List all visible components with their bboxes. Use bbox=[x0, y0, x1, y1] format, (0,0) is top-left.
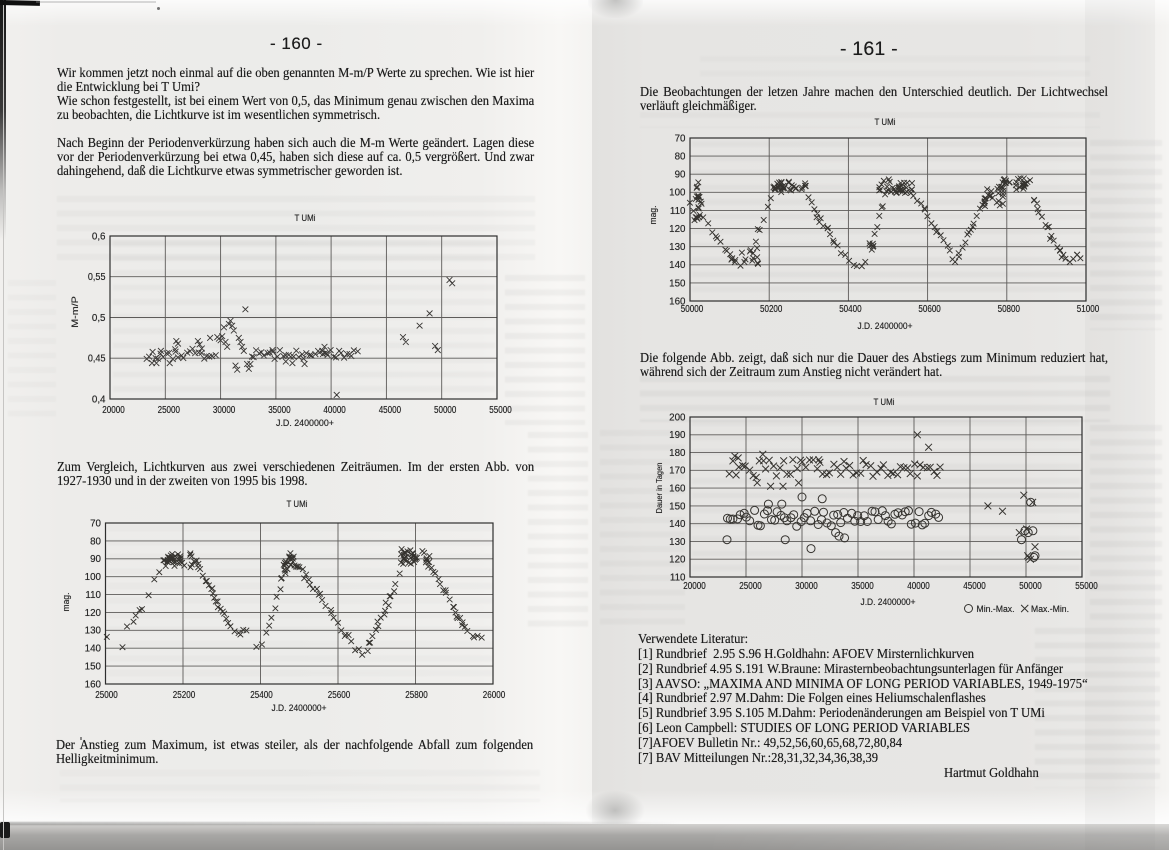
svg-text:35000: 35000 bbox=[268, 405, 291, 416]
svg-text:160: 160 bbox=[669, 296, 686, 307]
svg-text:50000: 50000 bbox=[1019, 581, 1042, 592]
svg-text:160: 160 bbox=[669, 484, 686, 495]
svg-text:200: 200 bbox=[669, 412, 686, 423]
svg-text:40000: 40000 bbox=[907, 581, 930, 592]
svg-text:30000: 30000 bbox=[213, 405, 236, 416]
svg-text:120: 120 bbox=[669, 224, 686, 235]
svg-text:Dauer in Tagen: Dauer in Tagen bbox=[654, 462, 664, 513]
svg-text:140: 140 bbox=[669, 519, 686, 530]
svg-text:25800: 25800 bbox=[405, 690, 428, 701]
svg-text:140: 140 bbox=[85, 644, 102, 655]
svg-text:55000: 55000 bbox=[1075, 581, 1098, 592]
svg-text:0,4: 0,4 bbox=[92, 394, 106, 405]
svg-text:J.D. 2400000+: J.D. 2400000+ bbox=[858, 321, 913, 331]
svg-text:Min.-Max.: Min.-Max. bbox=[977, 604, 1015, 614]
svg-text:0,45: 0,45 bbox=[88, 354, 106, 365]
svg-text:30000: 30000 bbox=[795, 581, 818, 592]
svg-text:50400: 50400 bbox=[839, 304, 862, 315]
svg-text:150: 150 bbox=[85, 662, 102, 673]
svg-text:50000: 50000 bbox=[681, 304, 704, 315]
svg-text:Max.-Min.: Max.-Min. bbox=[1031, 604, 1069, 614]
svg-text:70: 70 bbox=[675, 133, 686, 144]
svg-text:M-m/P: M-m/P bbox=[69, 296, 80, 328]
svg-text:130: 130 bbox=[669, 537, 686, 548]
svg-text:51000: 51000 bbox=[1077, 304, 1100, 315]
svg-text:T UMi: T UMi bbox=[295, 213, 316, 223]
svg-text:mag.: mag. bbox=[61, 593, 71, 612]
svg-text:110: 110 bbox=[670, 206, 686, 217]
svg-text:0,5: 0,5 bbox=[92, 313, 106, 324]
svg-text:160: 160 bbox=[85, 679, 102, 690]
svg-text:45000: 45000 bbox=[963, 581, 986, 592]
svg-text:90: 90 bbox=[90, 554, 101, 565]
svg-text:50000: 50000 bbox=[434, 405, 457, 416]
svg-text:130: 130 bbox=[669, 242, 686, 253]
svg-text:80: 80 bbox=[90, 536, 101, 547]
svg-text:25200: 25200 bbox=[173, 690, 196, 701]
svg-text:150: 150 bbox=[669, 278, 686, 289]
svg-text:40000: 40000 bbox=[323, 405, 346, 416]
svg-text:170: 170 bbox=[669, 466, 686, 477]
svg-text:80: 80 bbox=[675, 152, 686, 163]
svg-text:25400: 25400 bbox=[250, 690, 273, 701]
svg-text:100: 100 bbox=[669, 188, 686, 199]
svg-text:J.D. 2400000+: J.D. 2400000+ bbox=[861, 597, 916, 607]
svg-text:35000: 35000 bbox=[851, 581, 874, 592]
svg-text:50200: 50200 bbox=[760, 304, 783, 315]
svg-text:25000: 25000 bbox=[158, 405, 181, 416]
svg-text:100: 100 bbox=[85, 572, 102, 583]
svg-text:120: 120 bbox=[669, 555, 686, 566]
svg-text:20000: 20000 bbox=[683, 581, 706, 592]
svg-text:130: 130 bbox=[85, 626, 102, 637]
svg-text:T UMi: T UMi bbox=[874, 397, 895, 407]
svg-text:110: 110 bbox=[670, 572, 686, 583]
svg-text:20000: 20000 bbox=[102, 405, 125, 416]
svg-text:180: 180 bbox=[669, 448, 686, 459]
svg-text:90: 90 bbox=[675, 170, 686, 181]
svg-text:120: 120 bbox=[85, 608, 102, 619]
svg-text:25600: 25600 bbox=[328, 690, 351, 701]
svg-text:190: 190 bbox=[669, 430, 686, 441]
svg-text:55000: 55000 bbox=[489, 405, 512, 416]
svg-text:110: 110 bbox=[85, 590, 101, 601]
svg-text:70: 70 bbox=[90, 518, 101, 529]
svg-text:50800: 50800 bbox=[998, 304, 1021, 315]
svg-text:mag.: mag. bbox=[648, 206, 658, 225]
svg-text:150: 150 bbox=[669, 501, 686, 512]
svg-text:25000: 25000 bbox=[95, 690, 118, 701]
svg-text:0,55: 0,55 bbox=[88, 272, 106, 283]
svg-text:45000: 45000 bbox=[379, 405, 402, 416]
svg-text:J.D. 2400000+: J.D. 2400000+ bbox=[272, 703, 327, 713]
svg-text:50600: 50600 bbox=[918, 304, 941, 315]
svg-text:T UMi: T UMi bbox=[875, 117, 896, 127]
svg-text:140: 140 bbox=[669, 260, 686, 271]
svg-text:26000: 26000 bbox=[483, 690, 506, 701]
svg-text:T UMi: T UMi bbox=[287, 499, 308, 509]
svg-text:J.D. 2400000+: J.D. 2400000+ bbox=[276, 418, 334, 428]
svg-text:0,6: 0,6 bbox=[92, 231, 106, 242]
svg-text:25000: 25000 bbox=[739, 581, 762, 592]
